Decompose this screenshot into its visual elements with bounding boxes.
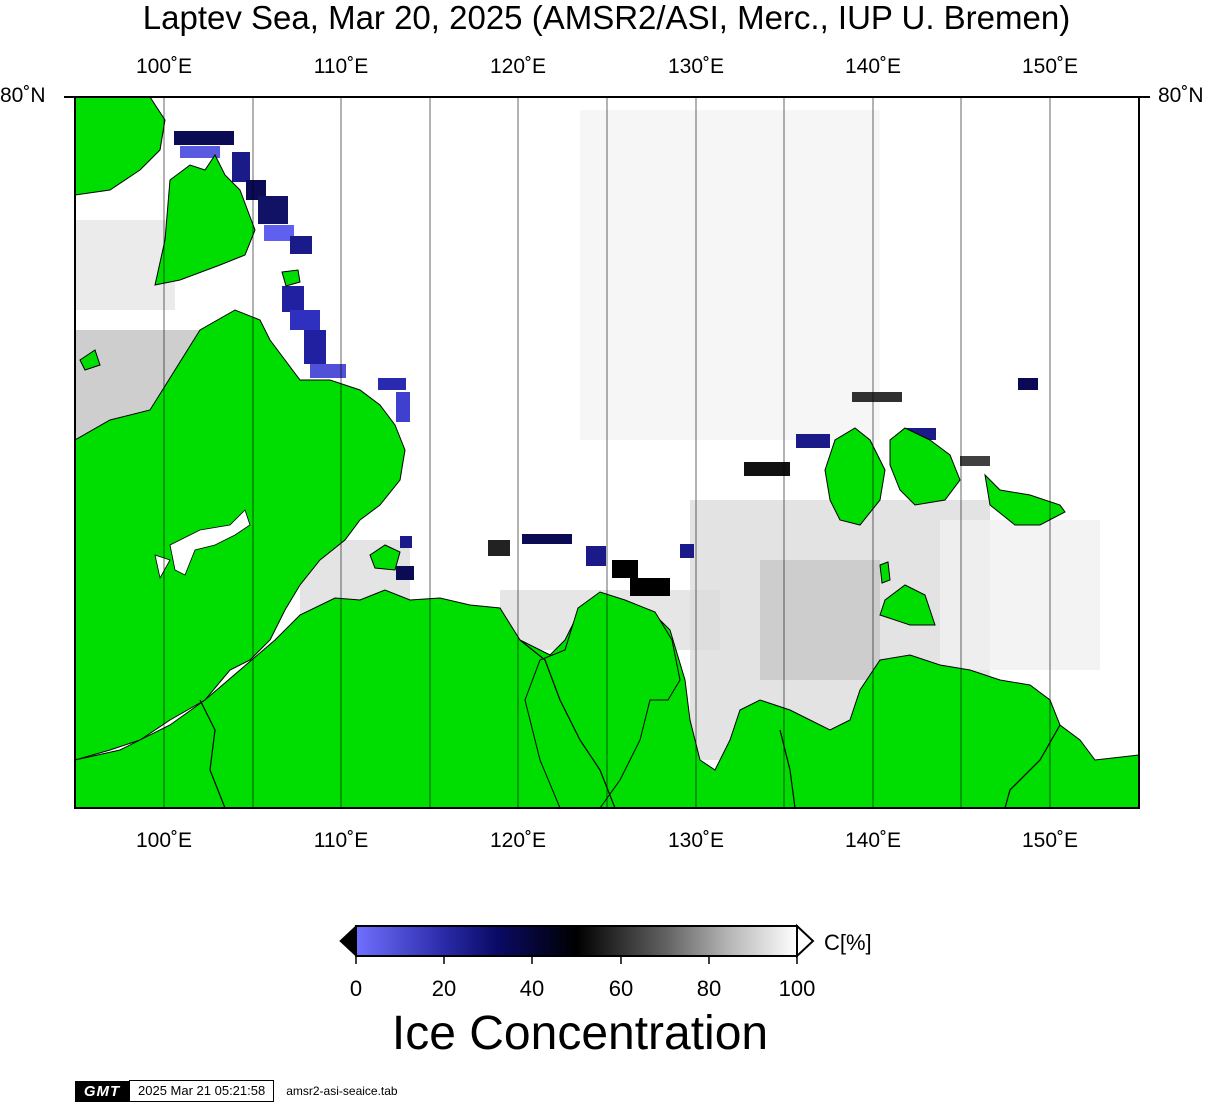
lon-label-top: 140˚E (844, 55, 902, 78)
colorbar-unit: C[%] (824, 930, 872, 955)
colorbar-tick-label: 0 (349, 976, 363, 1001)
land-islet-4 (281, 269, 301, 287)
gmt-footer: GMT 2025 Mar 21 05:21:58 amsr2-asi-seaic… (75, 1080, 398, 1102)
lon-label-bottom: 120˚E (489, 829, 547, 852)
colorbar-tick-label: 60 (608, 976, 634, 1001)
timestamp: 2025 Mar 21 05:21:58 (129, 1080, 275, 1102)
lon-label-top: 120˚E (489, 55, 547, 78)
meridian-lines (163, 97, 1051, 808)
map-title: Laptev Sea, Mar 20, 2025 (AMSR2/ASI, Mer… (142, 0, 1071, 36)
land-kotelny (824, 427, 886, 526)
land-islet-1 (369, 544, 401, 571)
lon-label-top: 130˚E (667, 55, 725, 78)
land-faddeyevsky (889, 427, 961, 506)
land-lena-delta (524, 591, 681, 808)
lakes (154, 509, 251, 580)
map-frame (74, 96, 1140, 809)
lon-label-bottom: 150˚E (1021, 829, 1079, 852)
lat-label-left: 80˚N (0, 84, 46, 107)
command-label: amsr2-asi-seaice.tab (286, 1084, 398, 1098)
colorbar (339, 923, 815, 964)
land-islet-3 (879, 561, 891, 584)
ice-edge-markers (174, 131, 1038, 596)
land-taymyr (75, 309, 406, 761)
colorbar-tick-label: 40 (519, 976, 545, 1001)
lon-label-top: 110˚E (313, 55, 369, 78)
lon-label-bottom: 130˚E (667, 829, 725, 852)
colorbar-tick-label: 20 (431, 976, 457, 1001)
lat-label-right: 80˚N (1158, 84, 1204, 107)
lon-label-top: 100˚E (135, 55, 193, 78)
land-lyakhovsky (879, 584, 936, 626)
lon-label-bottom: 110˚E (313, 829, 369, 852)
land-novaya-sibir (984, 473, 1066, 526)
land-islet-2 (79, 349, 101, 371)
lon-label-bottom: 100˚E (135, 829, 193, 852)
colorbar-tick-label: 100 (778, 976, 816, 1001)
colorbar-title: Ice Concentration (391, 1007, 769, 1060)
land-severnaya-zemlya (75, 97, 166, 196)
land-bolshevik-island (154, 154, 256, 286)
lon-label-bottom: 140˚E (844, 829, 902, 852)
gmt-logo-icon: GMT (75, 1080, 129, 1102)
colorbar-tick-label: 80 (696, 976, 722, 1001)
ice-field (75, 97, 1139, 808)
lon-label-top: 150˚E (1021, 55, 1079, 78)
